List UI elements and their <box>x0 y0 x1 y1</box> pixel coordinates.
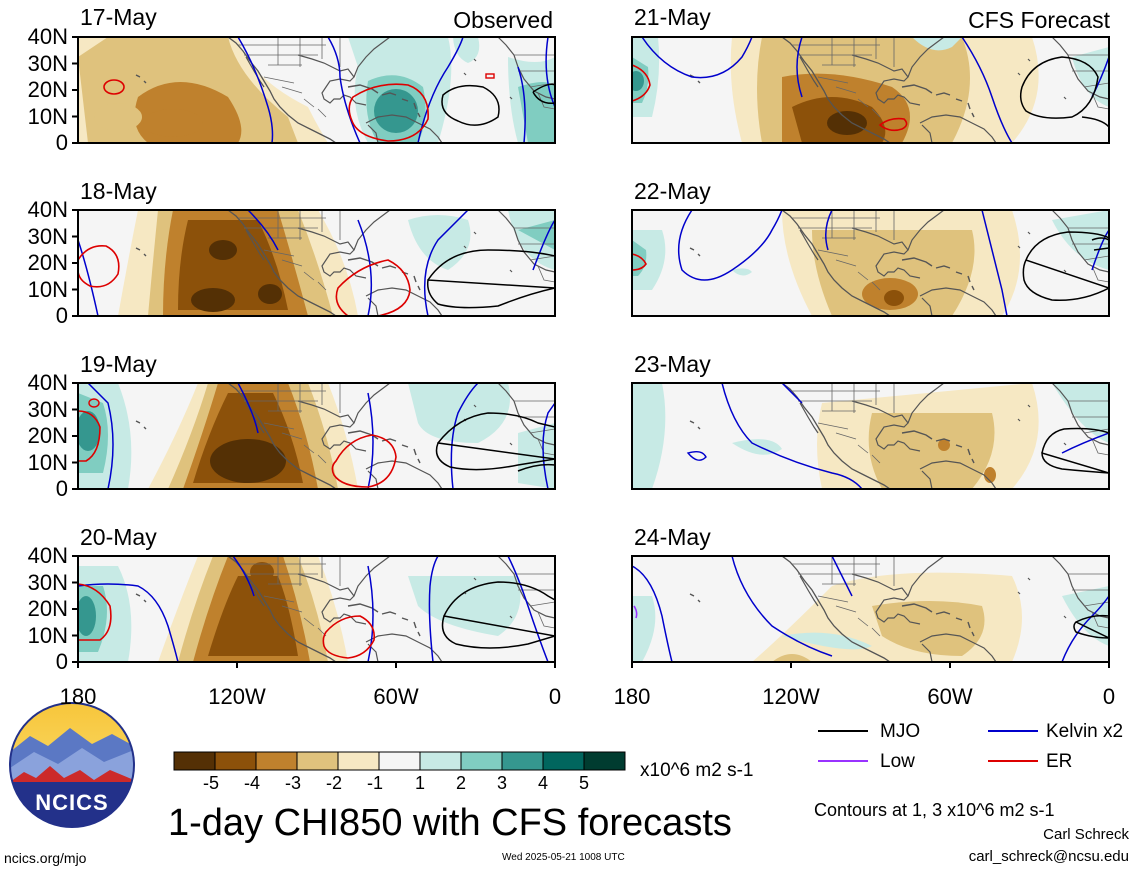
panel-23-may <box>631 382 1110 490</box>
ncics-logo <box>9 702 135 828</box>
lat-label: 30N <box>27 569 68 595</box>
lat-label: 40N <box>27 543 68 568</box>
panel-date-24-may: 24-May <box>634 524 711 550</box>
lat-label: 20N <box>27 250 68 275</box>
colorbar-tick-label: 2 <box>455 773 466 793</box>
colorbar-tick-label: -1 <box>366 773 383 793</box>
lat-label: 40N <box>27 24 68 49</box>
timestamp: Wed 2025-05-21 1008 UTC <box>502 852 625 863</box>
legend-label-mjo: MJO <box>880 721 921 742</box>
panel-24-may <box>631 555 1110 663</box>
lat-label: 30N <box>27 223 68 249</box>
colorbar-units: x10^6 m2 s-1 <box>640 760 754 781</box>
legend-label-kelvin: Kelvin x2 <box>1046 721 1124 742</box>
lat-label: 10N <box>27 622 68 648</box>
axis-ticks <box>72 36 1110 668</box>
panel-date-22-may: 22-May <box>634 178 711 204</box>
lat-label: 10N <box>27 103 68 129</box>
colorbar-swatch <box>583 751 626 771</box>
figure-title: 1-day CHI850 with CFS forecasts <box>168 802 732 844</box>
logo-text: NCICS <box>35 790 109 815</box>
lat-label: 30N <box>27 50 68 76</box>
colorbar-swatch <box>460 751 503 771</box>
colorbar-swatch <box>173 751 216 771</box>
panel-date-20-may: 20-May <box>80 524 157 550</box>
colorbar-tick-label: -5 <box>202 773 219 793</box>
site-link[interactable]: ncics.org/mjo <box>4 850 87 866</box>
lon-label-0-right: 0 <box>1102 684 1116 709</box>
legend-label-low: Low <box>880 751 915 772</box>
observed-label: Observed <box>453 7 553 33</box>
colorbar-tick-label: 1 <box>414 773 425 793</box>
panel-18-may <box>77 209 556 317</box>
lat-label: 10N <box>27 276 68 302</box>
lat-label: 0 <box>55 476 68 501</box>
lon-label-120w-left: 120W <box>208 684 266 709</box>
colorbar-swatch <box>337 751 380 771</box>
legend-lines <box>818 730 1038 762</box>
legend-label-er: ER <box>1046 751 1073 772</box>
panel-date-23-may: 23-May <box>634 351 711 377</box>
lon-label-60w-right: 60W <box>927 684 973 709</box>
lon-label-120w-right: 120W <box>762 684 820 709</box>
panel-date-19-may: 19-May <box>80 351 157 377</box>
colorbar-swatch <box>378 751 421 771</box>
colorbar-swatch <box>255 751 298 771</box>
colorbar-tick-label: 3 <box>496 773 507 793</box>
colorbar-tick-label: 4 <box>537 773 548 793</box>
contour-note: Contours at 1, 3 x10^6 m2 s-1 <box>814 800 1055 820</box>
cfs-forecast-label: CFS Forecast <box>968 7 1110 33</box>
panel-19-may <box>77 382 556 490</box>
lon-label-60w-left: 60W <box>373 684 419 709</box>
colorbar-tick-label: -3 <box>284 773 301 793</box>
panel-date-17-may: 17-May <box>80 4 157 30</box>
author-email[interactable]: carl_schreck@ncsu.edu <box>968 848 1129 865</box>
lat-label: 20N <box>27 596 68 621</box>
lat-label: 40N <box>27 370 68 395</box>
lat-label: 0 <box>55 130 68 155</box>
lat-label: 0 <box>55 303 68 328</box>
colorbar-swatch <box>214 751 257 771</box>
lat-label: 20N <box>27 77 68 102</box>
colorbar-swatch <box>296 751 339 771</box>
colorbar-tick-label: 5 <box>578 773 589 793</box>
lon-label-180-right: 180 <box>613 684 651 709</box>
panel-date-21-may: 21-May <box>634 4 711 30</box>
lat-label: 0 <box>55 649 68 674</box>
panel-21-may <box>631 36 1110 144</box>
colorbar-tick-label: -4 <box>243 773 260 793</box>
colorbar-tick-label: -2 <box>325 773 342 793</box>
colorbar-swatch <box>501 751 544 771</box>
colorbar-swatch <box>419 751 462 771</box>
panel-17-may <box>77 36 556 144</box>
colorbar <box>173 751 626 771</box>
panel-22-may <box>631 209 1110 317</box>
lon-label-0-left: 0 <box>548 684 562 709</box>
lon-label-180-left: 180 <box>59 684 97 709</box>
author-name: Carl Schreck <box>1043 826 1129 843</box>
panel-date-18-may: 18-May <box>80 178 157 204</box>
panel-20-may <box>77 555 556 663</box>
lat-label: 10N <box>27 449 68 475</box>
lat-label: 40N <box>27 197 68 222</box>
lat-label: 30N <box>27 396 68 422</box>
lat-label: 20N <box>27 423 68 448</box>
colorbar-swatch <box>542 751 585 771</box>
